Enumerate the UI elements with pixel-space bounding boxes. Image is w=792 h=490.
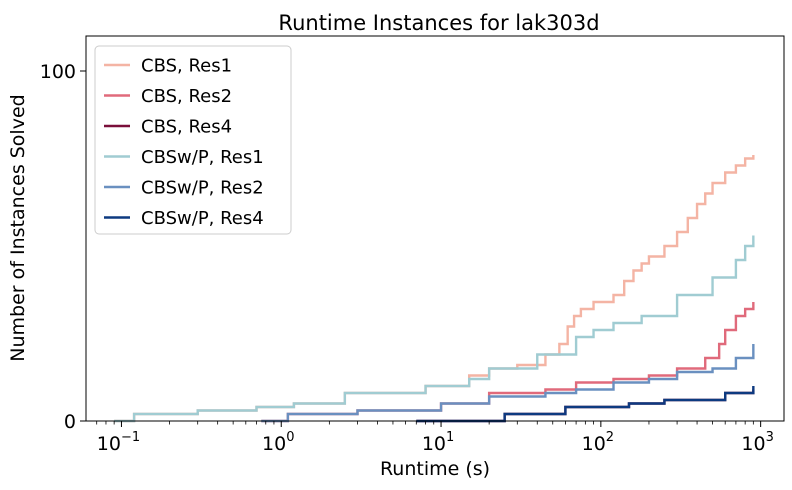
series-line-6 xyxy=(416,386,755,423)
legend-label-1: CBS, Res1 xyxy=(141,56,232,77)
chart-title: Runtime Instances for lak303d xyxy=(278,11,599,35)
legend: CBS, Res1 CBS, Res2 CBS, Res4 CBSw/P, Res1 C… xyxy=(94,45,292,235)
legend-label-3: CBS, Res4 xyxy=(141,117,232,138)
series-line-3 xyxy=(416,389,755,423)
plot-frame xyxy=(85,35,785,422)
legend-box xyxy=(94,45,292,235)
y-axis-label: Number of Instances Solved xyxy=(7,94,29,361)
x-tick-label-1: 100 xyxy=(262,430,294,455)
x-tick-label-3: 102 xyxy=(582,430,614,455)
x-tick-label-2: 101 xyxy=(422,430,454,455)
x-axis-label: Runtime (s) xyxy=(380,458,490,480)
legend-label-2: CBS, Res2 xyxy=(141,86,232,107)
x-tick-label-4: 103 xyxy=(741,430,773,455)
y-tick-label-0: 0 xyxy=(64,411,76,433)
y-tick-label-1: 100 xyxy=(40,61,76,83)
series-line-4 xyxy=(114,235,755,423)
series-layer xyxy=(114,155,755,423)
series-line-5 xyxy=(261,344,755,423)
x-tick-label-0: 10−1 xyxy=(97,430,140,455)
legend-label-6: CBSw/P, Res4 xyxy=(141,208,264,229)
legend-label-4: CBSw/P, Res1 xyxy=(141,147,264,168)
legend-label-5: CBSw/P, Res2 xyxy=(141,178,264,199)
ticks-layer: 10−1 100 101 102 103 0 100 xyxy=(40,61,774,455)
